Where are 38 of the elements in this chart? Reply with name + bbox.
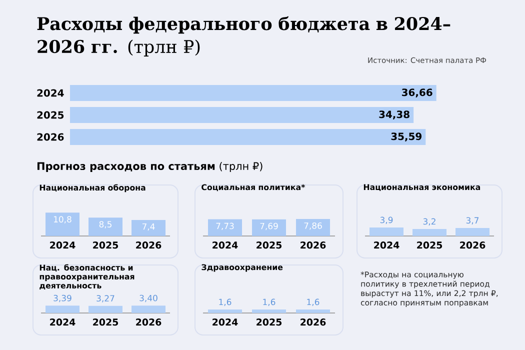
- x-tick-label: 2026: [136, 242, 162, 249]
- data-label: 7,69: [260, 222, 278, 230]
- chart-title: Расходы федерального бюджета в 2024–2026 гг. (трлн ₽): [37, 16, 450, 56]
- data-label: 34,38: [379, 110, 410, 120]
- data-label: 7,4: [142, 223, 155, 231]
- data-label: 35,59: [391, 132, 422, 142]
- data-label: 3,9: [380, 216, 393, 224]
- x-tick-label: 2025: [417, 242, 442, 249]
- data-label: 3,40: [140, 294, 158, 302]
- data-label: 10,8: [54, 216, 72, 224]
- y-tick-label: 2026: [37, 133, 64, 141]
- data-label: 8,5: [99, 221, 112, 228]
- x-tick-label: 2024: [50, 318, 76, 326]
- x-tick-label: 2025: [256, 318, 282, 326]
- x-tick-label: 2025: [93, 242, 118, 249]
- data-label: 1,6: [219, 298, 232, 306]
- data-label: 1,6: [263, 298, 276, 306]
- y-tick-label: 2024: [37, 89, 64, 97]
- x-tick-label: 2024: [212, 242, 238, 249]
- y-tick-label: 2025: [37, 111, 64, 119]
- x-tick-label: 2024: [374, 242, 400, 249]
- x-tick-label: 2024: [212, 318, 238, 326]
- data-label: 7,73: [216, 222, 234, 230]
- x-tick-label: 2026: [300, 242, 326, 249]
- x-tick-label: 2026: [460, 242, 486, 249]
- data-label: 7,86: [304, 222, 322, 230]
- data-label: 3,39: [54, 294, 72, 302]
- data-label: 1,6: [307, 298, 320, 306]
- data-label: 3,7: [466, 217, 479, 224]
- data-label: 3,2: [423, 218, 436, 226]
- x-tick-label: 2025: [256, 242, 282, 249]
- x-tick-label: 2025: [93, 318, 118, 326]
- x-tick-label: 2026: [300, 318, 326, 326]
- text: Прогноз расходов по статьям (трлн ₽): [37, 162, 262, 172]
- x-tick-label: 2026: [136, 318, 162, 326]
- x-tick-label: 2024: [50, 242, 76, 249]
- data-label: 3,27: [96, 295, 114, 302]
- data-label: 36,66: [402, 88, 432, 98]
